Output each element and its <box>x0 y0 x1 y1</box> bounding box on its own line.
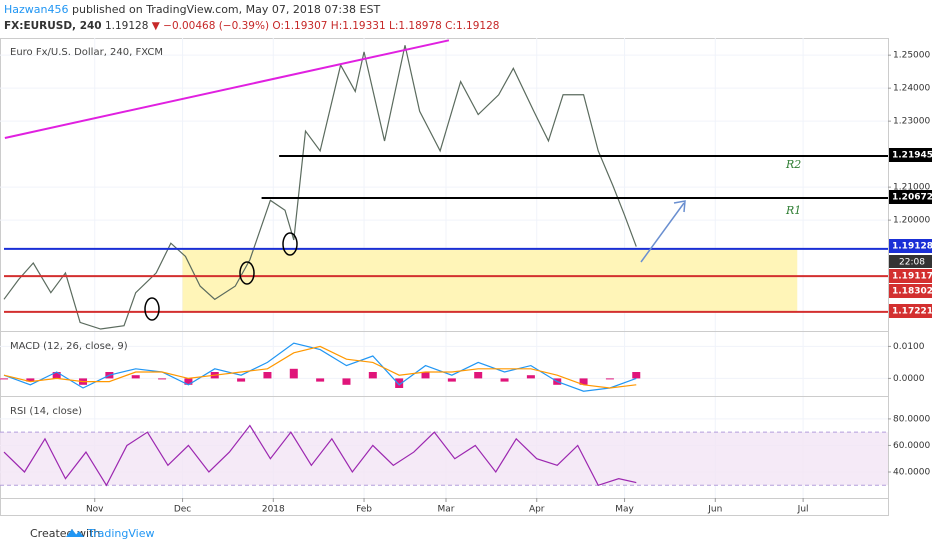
histogram-bar <box>289 368 298 379</box>
pane-title: Euro Fx/U.S. Dollar, 240, FXCM <box>10 47 163 58</box>
y-tick-label: 1.24000 <box>893 84 930 94</box>
histogram-bar <box>237 378 246 382</box>
histogram-bar <box>263 372 272 379</box>
level-label-box <box>889 148 932 162</box>
header: Hazwan456 published on TradingView.com, … <box>4 2 499 34</box>
annotation: R2 <box>785 158 801 171</box>
circle-marker <box>144 297 160 321</box>
level-label-box <box>889 304 932 318</box>
x-tick-label: Nov <box>86 505 104 515</box>
level-label: 1.18302 <box>892 287 932 297</box>
annotation: R1 <box>785 204 801 217</box>
last-price-box <box>889 269 932 283</box>
rsi-band <box>0 432 888 486</box>
histogram-bar <box>474 372 483 379</box>
arrow: ▼ <box>151 20 160 32</box>
histogram-bar <box>316 378 325 382</box>
histogram-bar <box>526 375 535 379</box>
y-tick-label: 1.20000 <box>893 216 930 226</box>
level-label-box <box>889 239 932 253</box>
pane-title: MACD (12, 26, close, 9) <box>10 341 128 352</box>
rsi-line <box>3 424 637 487</box>
x-tick-label: Jun <box>707 505 722 515</box>
circle-marker <box>282 232 298 256</box>
level-label: 1.17221 <box>892 307 932 317</box>
y-tick-label: 1.21000 <box>893 183 930 193</box>
footer-brand[interactable]: TradingView <box>87 527 154 540</box>
x-tick-label: Jul <box>797 505 809 515</box>
published: published on TradingView.com, May 07, 20… <box>72 3 381 16</box>
trendline <box>4 39 450 139</box>
countdown: 22:08 <box>899 258 925 268</box>
histogram-bar <box>0 378 8 380</box>
histogram-bar <box>131 375 140 379</box>
x-tick-label: Mar <box>438 505 455 515</box>
histogram-bar <box>26 378 35 382</box>
arrow <box>640 202 685 263</box>
level-label-box <box>889 284 932 298</box>
close: C:1.19128 <box>445 20 500 32</box>
high: H:1.19331 <box>330 20 386 32</box>
histogram-bar <box>605 378 614 380</box>
macd-line <box>3 342 637 392</box>
histogram-bar <box>447 378 456 382</box>
y-tick-label: 1.23000 <box>893 117 930 127</box>
change: −0.00468 (−0.39%) <box>163 20 270 32</box>
histogram-bar <box>158 378 167 380</box>
circle-marker <box>239 261 255 285</box>
histogram-bar <box>500 378 509 382</box>
y-tick-label: 60.0000 <box>893 441 930 451</box>
x-tick-label: Dec <box>174 505 191 515</box>
last: 1.19128 <box>104 20 149 32</box>
y-tick-label: 80.0000 <box>893 414 930 424</box>
histogram-bar <box>342 378 351 385</box>
open: O:1.19307 <box>272 20 328 32</box>
countdown-box <box>889 255 932 268</box>
histogram-bar <box>421 372 430 379</box>
level-label: 1.21945 <box>892 151 932 161</box>
macd-line <box>3 345 637 389</box>
level-label-box <box>889 190 932 204</box>
symbol: FX:EURUSD, 240 <box>4 20 102 32</box>
x-tick-label: 2018 <box>262 505 285 515</box>
last-price: 1.19117 <box>892 272 932 282</box>
low: L:1.18978 <box>389 20 442 32</box>
pane-title: RSI (14, close) <box>10 406 82 417</box>
histogram-bar <box>632 372 641 379</box>
histogram-bar <box>579 378 588 385</box>
y-tick-label: 0.0000 <box>893 374 925 384</box>
y-tick-label: 1.25000 <box>893 51 930 61</box>
frame <box>0 38 889 516</box>
arrow-head <box>673 200 686 213</box>
histogram-bar <box>52 372 61 379</box>
histogram-bar <box>184 378 193 385</box>
x-tick-label: Feb <box>356 505 372 515</box>
level-label: 1.20672 <box>892 193 932 203</box>
level-label: 1.19128 <box>892 242 932 252</box>
histogram-bar <box>395 378 404 388</box>
x-tick-label: May <box>615 505 634 515</box>
y-tick-label: 0.0100 <box>893 342 925 352</box>
x-tick-label: Apr <box>529 505 545 515</box>
logo <box>66 529 84 537</box>
price-line <box>3 45 637 330</box>
zone <box>182 248 798 312</box>
y-tick-label: 40.0000 <box>893 467 930 477</box>
histogram-bar <box>368 372 377 379</box>
author[interactable]: Hazwan456 <box>4 3 69 16</box>
